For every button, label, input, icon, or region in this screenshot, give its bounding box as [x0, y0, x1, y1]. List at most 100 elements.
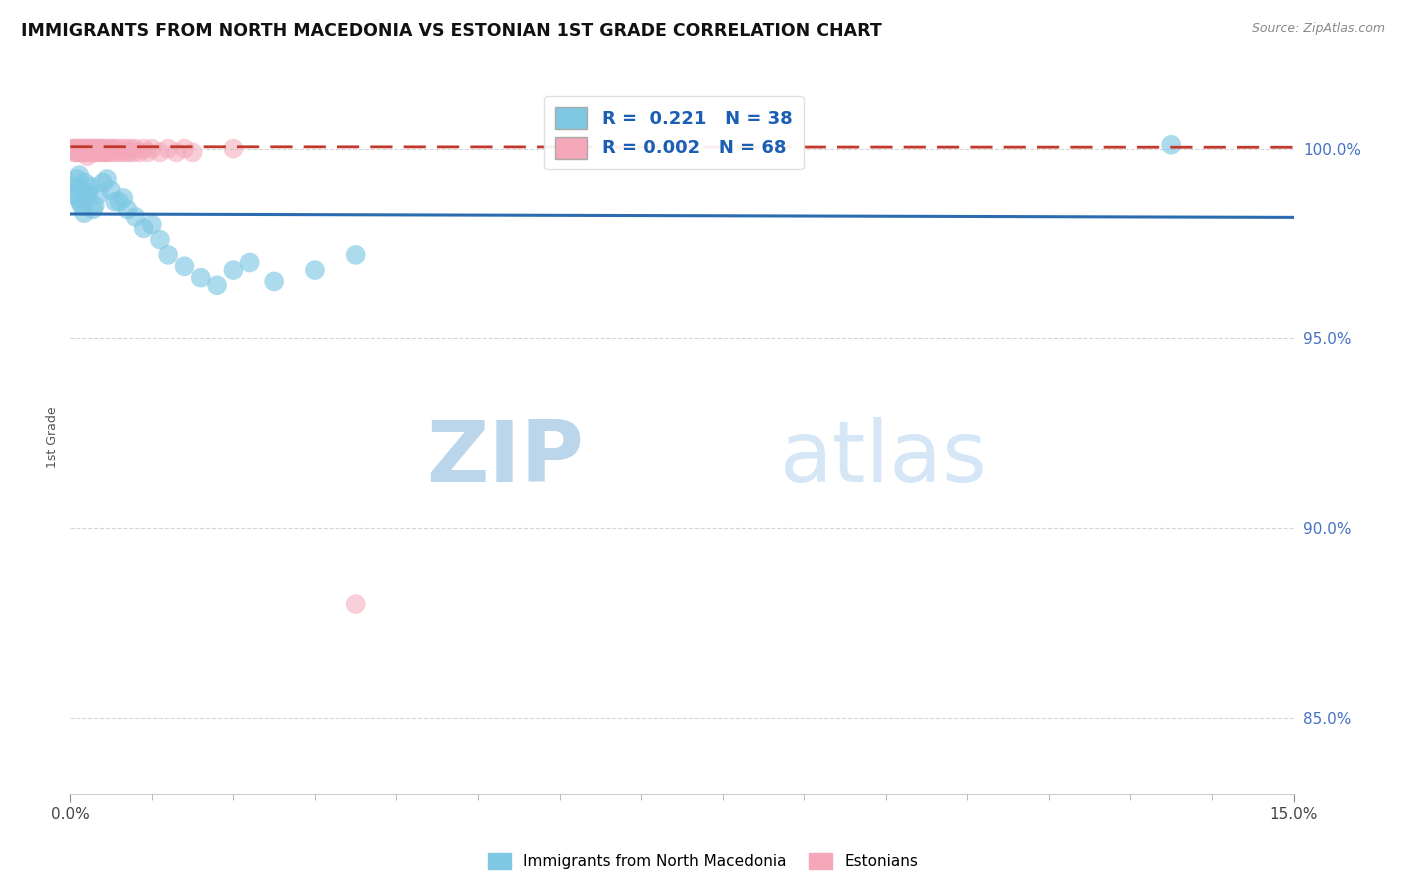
Point — [62, 145, 84, 160]
Point — [79, 142, 101, 156]
Point — [86, 142, 108, 156]
Point — [70, 142, 93, 156]
Point — [190, 270, 212, 285]
Point — [67, 168, 90, 182]
Point — [83, 145, 105, 160]
Point — [66, 191, 89, 205]
Point — [67, 142, 90, 156]
Point — [132, 142, 155, 156]
Point — [117, 202, 139, 217]
Point — [70, 198, 93, 212]
Point — [124, 210, 146, 224]
Point — [128, 145, 150, 160]
Point — [112, 191, 135, 205]
Point — [344, 248, 367, 262]
Point — [173, 260, 195, 274]
Text: IMMIGRANTS FROM NORTH MACEDONIA VS ESTONIAN 1ST GRADE CORRELATION CHART: IMMIGRANTS FROM NORTH MACEDONIA VS ESTON… — [21, 22, 882, 40]
Point — [76, 142, 98, 156]
Point — [83, 198, 105, 212]
Point — [1160, 137, 1182, 152]
Point — [93, 145, 115, 160]
Point — [118, 145, 141, 160]
Point — [132, 221, 155, 235]
Point — [124, 142, 146, 156]
Point — [89, 145, 111, 160]
Point — [114, 145, 136, 160]
Point — [98, 145, 121, 160]
Point — [73, 142, 96, 156]
Point — [117, 142, 139, 156]
Point — [104, 142, 127, 156]
Point — [73, 176, 96, 190]
Legend: R =  0.221   N = 38, R = 0.002   N = 68: R = 0.221 N = 38, R = 0.002 N = 68 — [544, 96, 803, 169]
Point — [63, 187, 86, 202]
Point — [77, 145, 100, 160]
Point — [73, 145, 96, 160]
Point — [100, 183, 122, 197]
Point — [97, 142, 120, 156]
Point — [67, 145, 90, 160]
Point — [77, 142, 100, 156]
Point — [66, 142, 89, 156]
Point — [108, 142, 131, 156]
Point — [222, 263, 245, 277]
Point — [69, 142, 91, 156]
Point — [149, 145, 172, 160]
Point — [76, 149, 98, 163]
Point — [96, 172, 118, 186]
Point — [141, 218, 163, 232]
Point — [84, 145, 107, 160]
Point — [76, 191, 98, 205]
Point — [72, 183, 94, 197]
Point — [63, 142, 86, 156]
Point — [100, 142, 122, 156]
Point — [104, 194, 127, 209]
Point — [94, 142, 117, 156]
Point — [107, 145, 129, 160]
Text: atlas: atlas — [780, 417, 988, 500]
Point — [77, 187, 100, 202]
Point — [121, 142, 143, 156]
Legend: Immigrants from North Macedonia, Estonians: Immigrants from North Macedonia, Estonia… — [482, 847, 924, 875]
Point — [91, 176, 114, 190]
Point — [73, 206, 96, 220]
Point — [63, 142, 86, 156]
Point — [96, 145, 118, 160]
Point — [82, 142, 104, 156]
Point — [69, 194, 91, 209]
Point — [304, 263, 326, 277]
Point — [96, 145, 118, 160]
Point — [87, 187, 110, 202]
Point — [173, 142, 195, 156]
Point — [82, 145, 104, 160]
Point — [141, 142, 163, 156]
Point — [65, 145, 87, 160]
Point — [66, 172, 89, 186]
Point — [63, 179, 86, 194]
Point — [79, 142, 103, 156]
Point — [86, 145, 108, 160]
Point — [263, 275, 285, 289]
Point — [66, 145, 89, 160]
Point — [83, 142, 105, 156]
Point — [157, 248, 180, 262]
Y-axis label: 1st Grade: 1st Grade — [46, 406, 59, 468]
Point — [112, 142, 135, 156]
Point — [149, 233, 172, 247]
Point — [89, 142, 111, 156]
Point — [75, 145, 97, 160]
Point — [157, 142, 180, 156]
Text: Source: ZipAtlas.com: Source: ZipAtlas.com — [1251, 22, 1385, 36]
Point — [91, 142, 114, 156]
Point — [222, 142, 245, 156]
Point — [72, 145, 94, 160]
Point — [82, 202, 104, 217]
Point — [101, 145, 124, 160]
Point — [90, 142, 112, 156]
Point — [165, 145, 187, 160]
Point — [91, 145, 114, 160]
Point — [72, 142, 94, 156]
Point — [108, 194, 131, 209]
Point — [136, 145, 159, 160]
Point — [67, 179, 90, 194]
